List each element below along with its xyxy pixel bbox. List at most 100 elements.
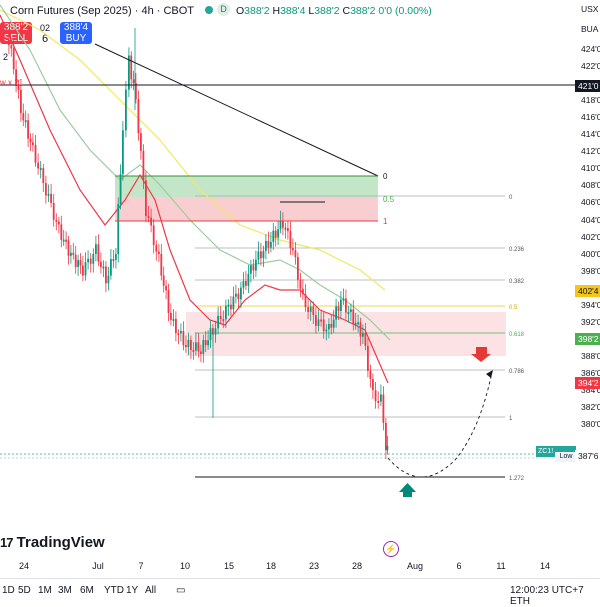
candle-body [279, 220, 282, 230]
price-axis[interactable]: USX BUA 424'0422'0420'0418'0416'0414'041… [576, 0, 600, 560]
symbol-title[interactable]: Corn Futures (Sep 2025) · 4h · CBOT [10, 5, 195, 17]
price-chart[interactable]: 0 0.236 0.382 0.5 0.618 0.786 1 1.272 0 0.5 1 [0, 0, 576, 556]
price-tick: 402'0 [581, 231, 600, 242]
candle-body [128, 55, 130, 90]
candle-body [82, 265, 84, 276]
candle-body [352, 309, 355, 324]
candle-body [20, 90, 22, 114]
candle-body [385, 422, 387, 451]
candle-body [227, 304, 230, 307]
candle-body [332, 319, 335, 328]
candle-body [350, 309, 352, 313]
projection-arrowhead [486, 370, 493, 378]
mini-fib-label: 0.5 [383, 195, 395, 204]
candle-body [364, 332, 367, 346]
candle-body [155, 245, 158, 252]
sell-button[interactable]: 388'2 SELL [0, 22, 32, 44]
candle-body [252, 265, 255, 271]
time-tick: 14 [539, 561, 551, 571]
candle-body [117, 204, 120, 254]
candle-body [312, 306, 315, 316]
candle-body [165, 285, 167, 291]
candle-body [309, 306, 312, 313]
candle-body [45, 183, 47, 196]
candle-body [74, 254, 77, 267]
chart-header: Corn Futures (Sep 2025) · 4h · CBOT D O3… [0, 0, 600, 22]
calendar-icon[interactable]: ▭ [176, 585, 186, 596]
price-tick: 408'0 [581, 180, 600, 191]
candle-body [8, 40, 10, 46]
sell-arrow-icon [471, 347, 491, 362]
candle-body [100, 261, 102, 268]
candle-body [39, 168, 42, 171]
timeframe-1d-button[interactable]: 1D [2, 585, 15, 596]
time-tick: 7 [138, 561, 144, 571]
timeframe-1m-button[interactable]: 1M [38, 585, 52, 596]
candle-body [335, 306, 337, 320]
candle-body [12, 48, 15, 70]
candle-body [382, 394, 385, 423]
timeframe-ytd-button[interactable]: YTD [104, 585, 124, 596]
projection-curve [387, 371, 493, 478]
candle-body [17, 85, 20, 91]
low-label: Low [555, 452, 577, 462]
price-tick: 410'0 [581, 163, 600, 174]
candle-body [170, 312, 172, 320]
candle-body [304, 294, 307, 308]
candle-body [77, 260, 79, 267]
candle-body [105, 266, 107, 284]
time-tick: 24 [18, 561, 30, 571]
buy-arrow-icon [399, 483, 416, 497]
timeframe-6m-button[interactable]: 6M [80, 585, 94, 596]
price-tick: 394'0 [581, 299, 600, 310]
buy-button[interactable]: 388'4 BUY [60, 22, 92, 44]
candle-body [79, 260, 82, 266]
ma-yellow [0, 9, 386, 291]
candle-body [340, 299, 342, 312]
timeframe-3m-button[interactable]: 3M [58, 585, 72, 596]
candle-body [130, 55, 133, 80]
currency-label[interactable]: USX [581, 4, 599, 14]
timeframe-5d-button[interactable]: 5D [18, 585, 31, 596]
candle-body [92, 254, 95, 264]
candle-body [274, 230, 277, 238]
timeframe-all-button[interactable]: All [145, 585, 157, 596]
candle-body [345, 298, 347, 313]
ma-green [0, 4, 391, 341]
candle-body [292, 248, 294, 251]
candle-body [185, 345, 187, 348]
candle-body [37, 162, 39, 169]
exchange-badge[interactable]: D [217, 3, 230, 16]
time-tick: 6 [456, 561, 462, 571]
price-tick: 424'0 [581, 44, 600, 54]
candle-body [158, 251, 160, 255]
candle-body [362, 332, 364, 337]
pink-zone [186, 312, 506, 356]
candle-body [22, 113, 25, 121]
price-tick: 388'0 [581, 350, 600, 361]
candle-body [272, 230, 275, 242]
candle-body [84, 262, 87, 276]
time-tick: Jul [92, 561, 104, 571]
fib-level-label: 1 [509, 416, 513, 422]
candle-body [137, 99, 140, 134]
price-tick: 400'0 [581, 248, 600, 259]
candle-body [237, 293, 240, 300]
fib-level-label: 0.382 [509, 279, 525, 285]
clock[interactable]: 12:00:23 UTC+7 ETH [510, 585, 584, 607]
candle-body [27, 120, 29, 139]
time-axis[interactable]: 24 Jul 7 10 15 18 23 28 Aug 6 11 14 [0, 556, 576, 576]
price-tick: 414'0 [581, 129, 600, 140]
timeframe-1y-button[interactable]: 1Y [126, 585, 139, 596]
time-tick: 28 [351, 561, 363, 571]
time-tick: 11 [496, 561, 506, 571]
time-tick: 15 [223, 561, 235, 571]
candle-body [377, 401, 380, 404]
candle-body [214, 328, 217, 335]
price-tag: 402'4 [575, 285, 600, 297]
candle-body [204, 340, 207, 346]
candle-body [277, 229, 279, 238]
lightning-icon[interactable]: ⚡ [383, 541, 399, 557]
time-tick: 23 [308, 561, 320, 571]
candle-body [150, 217, 152, 226]
